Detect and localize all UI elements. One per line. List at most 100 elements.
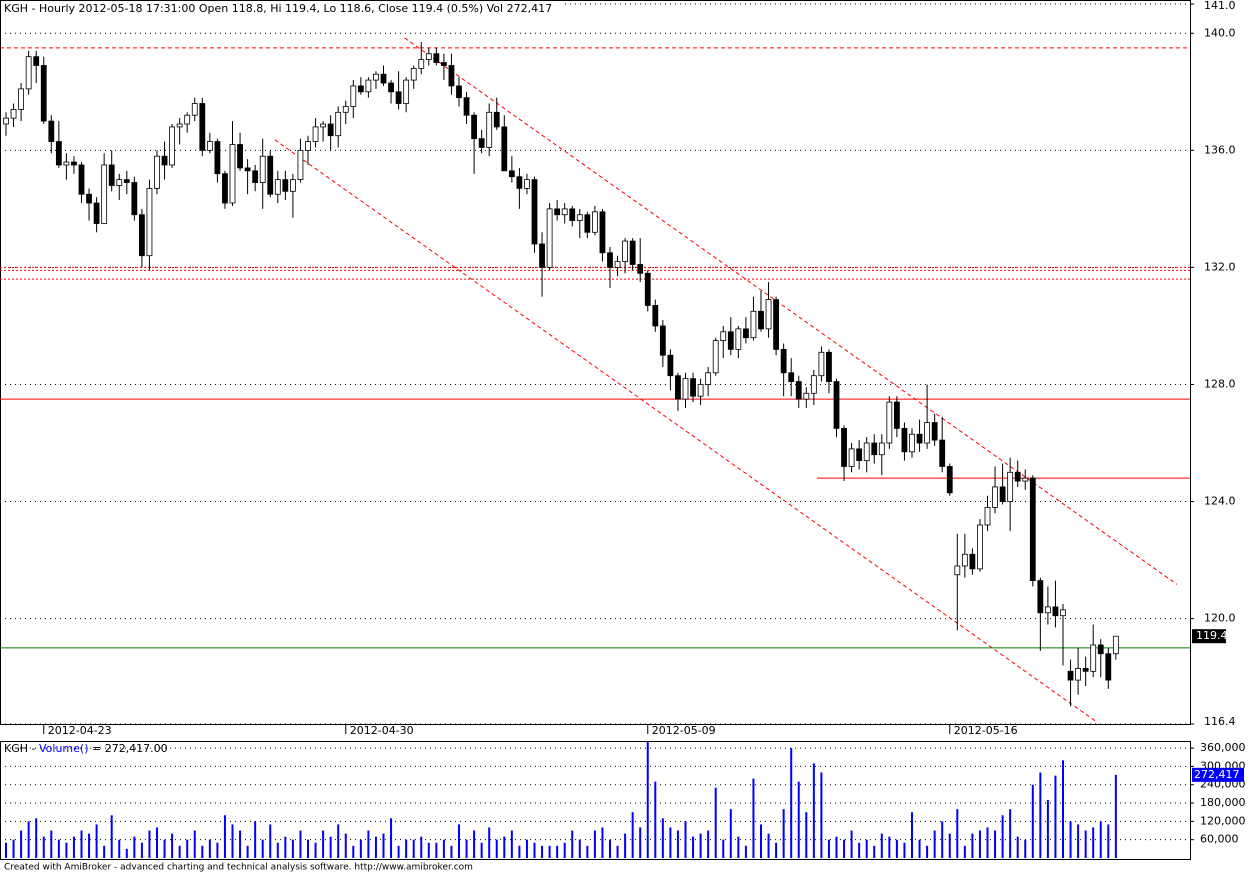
candle-body — [335, 111, 342, 137]
candle-body — [592, 211, 598, 233]
candle-body — [229, 144, 236, 204]
x-tick-label: 2012-04-30 — [350, 724, 414, 737]
candle-body — [440, 62, 447, 66]
candle-body — [10, 108, 17, 119]
candle-body — [252, 170, 259, 183]
candle-body — [410, 67, 417, 81]
candle-body — [931, 422, 938, 441]
candle-body — [569, 208, 576, 221]
candle-body — [86, 193, 92, 204]
candle-body — [199, 103, 206, 151]
volume-title-part: Volume() — [39, 742, 89, 755]
candle-body — [743, 328, 749, 339]
y-tick-label: 124.0 — [1204, 495, 1236, 508]
candle-body — [123, 179, 130, 183]
candle-body — [773, 299, 779, 350]
candle-body — [614, 261, 621, 268]
candle-body — [803, 392, 810, 400]
candle-body — [856, 448, 863, 461]
candle-body — [237, 144, 243, 169]
candle-body — [48, 120, 55, 142]
candle-body — [961, 553, 968, 567]
candle-body — [758, 310, 764, 330]
candle-body — [735, 328, 742, 350]
candle-body — [456, 85, 462, 99]
x-tick-label: 2012-05-16 — [954, 724, 1018, 737]
candle-body — [191, 103, 198, 116]
candle-body — [659, 325, 666, 356]
candle-body — [539, 243, 545, 268]
candle-body — [712, 340, 719, 374]
candle-body — [652, 305, 659, 327]
candle-body — [108, 164, 115, 186]
candle-body — [1007, 471, 1014, 502]
candle-body — [486, 111, 493, 148]
candle-body — [1037, 580, 1044, 614]
y-tick-label: 132.0 — [1204, 260, 1236, 273]
volume-title-part: KGH - — [4, 742, 39, 755]
y-tick-label: 120.0 — [1204, 612, 1236, 625]
candle-body — [697, 384, 704, 397]
candle-body — [297, 149, 304, 181]
candle-body — [546, 208, 553, 268]
candle-body — [1022, 477, 1029, 482]
x-tick-label: 2012-05-09 — [652, 724, 716, 737]
candle-body — [471, 114, 478, 140]
candle-body — [1105, 653, 1112, 681]
candle-body — [841, 427, 847, 467]
volume-title: KGH - Volume() = 272,417.00 — [4, 742, 168, 755]
candle-body — [1082, 667, 1089, 672]
y-tick-label: 360,000 — [1200, 741, 1246, 754]
volume-title-part: = 272,417.00 — [88, 742, 167, 755]
candle-body — [448, 65, 455, 87]
candle-body — [71, 161, 77, 166]
candle-body — [1097, 644, 1104, 655]
candle-body — [561, 208, 568, 216]
candle-body — [403, 79, 410, 104]
candle-body — [267, 155, 274, 195]
candle-body — [1029, 477, 1036, 581]
candle-body — [999, 486, 1006, 502]
candle-body — [727, 331, 734, 350]
candle-body — [78, 164, 85, 195]
candle-body — [1014, 471, 1021, 482]
candle-body — [342, 106, 349, 113]
candle-body — [501, 126, 508, 172]
candle-body — [116, 179, 123, 186]
candle-body — [954, 565, 961, 576]
last-volume-label: 272,417 — [1194, 768, 1240, 781]
candle-body — [1075, 667, 1081, 681]
candle-body — [667, 354, 674, 377]
last-price-label: 119.4 — [1196, 629, 1228, 642]
candle-body — [901, 427, 908, 453]
candle-body — [380, 73, 387, 84]
candle-body — [55, 141, 62, 166]
candle-body — [478, 138, 485, 148]
candle-body — [584, 214, 591, 233]
candle-body — [395, 91, 402, 104]
candle-body — [675, 375, 681, 400]
candle-body — [977, 524, 983, 570]
candle-body — [138, 214, 145, 257]
candle-body — [1052, 606, 1059, 617]
candle-body — [531, 179, 538, 245]
candle-body — [365, 79, 372, 93]
candle-body — [524, 179, 530, 189]
candle-body — [327, 123, 334, 137]
candle-body — [33, 56, 40, 66]
volume-frame — [0, 741, 1191, 860]
candle-body — [259, 155, 266, 183]
candle-body — [622, 240, 628, 262]
candle-body — [878, 442, 885, 456]
candle-body — [1090, 644, 1097, 672]
candle-body — [214, 141, 221, 175]
last-volume-box — [1192, 767, 1244, 782]
candle-body — [637, 264, 644, 274]
candle-body — [463, 97, 470, 116]
candle-body — [871, 442, 878, 456]
candle-body — [274, 179, 281, 195]
candle-body — [629, 240, 636, 265]
candle-body — [848, 448, 855, 467]
